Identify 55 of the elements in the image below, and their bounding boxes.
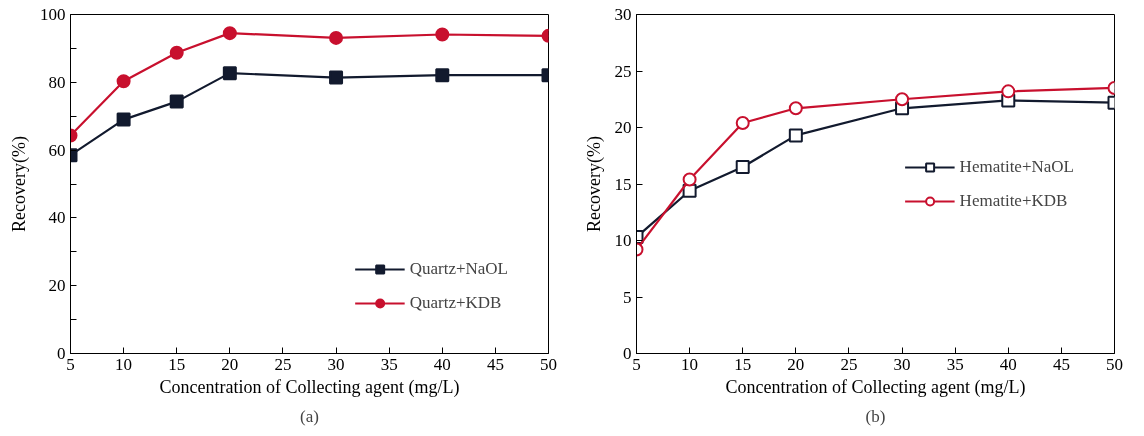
x-tick-label: 20: [787, 354, 805, 374]
y-tick-label: 30: [614, 5, 632, 24]
y-tick-label: 10: [614, 231, 632, 250]
y-tick-label: 25: [614, 61, 632, 81]
x-axis-title: Concentration of Collecting agent (mg/L): [159, 376, 460, 398]
x-tick-label: 30: [327, 354, 345, 374]
legend-label: Quartz+NaOL: [409, 259, 508, 279]
legend-label: Hematite+KDB: [959, 190, 1068, 211]
text: (b): [865, 406, 886, 426]
x-axis-title: Concentration of Collecting agent (mg/L): [725, 376, 1026, 398]
point: [329, 30, 344, 45]
point: [788, 101, 803, 116]
x-tick-label: 30: [893, 354, 911, 374]
x-tick-label: 25: [274, 354, 292, 374]
y-tick-label: 100: [40, 5, 66, 24]
y-tick-label: 40: [48, 208, 66, 228]
y-axis-title: Recovery(%): [9, 136, 30, 232]
x-tick-label: 50: [1106, 354, 1123, 374]
point: [735, 115, 750, 130]
x-tick-label: 35: [380, 354, 398, 374]
x-tick-label: 40: [433, 354, 451, 374]
y-tick-label: 15: [614, 174, 632, 194]
text: (a): [300, 406, 319, 426]
point: [116, 74, 131, 89]
x-tick-label: 40: [999, 354, 1017, 374]
point: [329, 70, 344, 85]
point: [682, 172, 697, 187]
x-tick-label: 15: [734, 354, 752, 374]
legend-label: Hematite+NaOL: [959, 156, 1074, 177]
point: [116, 112, 131, 127]
y-tick-label: 20: [48, 276, 66, 296]
x-tick-label: 10: [681, 354, 699, 374]
x-tick-label: 25: [840, 354, 858, 374]
point: [169, 45, 184, 60]
point: [169, 94, 184, 109]
x-tick-label: 35: [946, 354, 964, 374]
point: [788, 128, 803, 143]
y-tick-label: 80: [48, 72, 66, 92]
point: [222, 66, 237, 81]
x-tick-label: 50: [540, 354, 557, 374]
legend-label: Quartz+KDB: [409, 293, 502, 313]
y-tick-label: 5: [623, 287, 632, 307]
point: [222, 26, 237, 41]
y-tick-label: 0: [623, 344, 632, 363]
x-tick-label: 45: [486, 354, 504, 374]
x-tick-label: 15: [168, 354, 186, 374]
x-tick-label: 20: [221, 354, 239, 374]
y-tick-label: 20: [614, 118, 632, 137]
x-tick-label: 10: [115, 354, 133, 374]
y-tick-label: 60: [48, 140, 66, 160]
x-tick-label: 45: [1052, 354, 1070, 374]
y-tick-label: 0: [57, 344, 66, 363]
point: [735, 160, 750, 175]
y-axis-title: Recovery(%): [583, 136, 605, 232]
point: [895, 92, 910, 107]
